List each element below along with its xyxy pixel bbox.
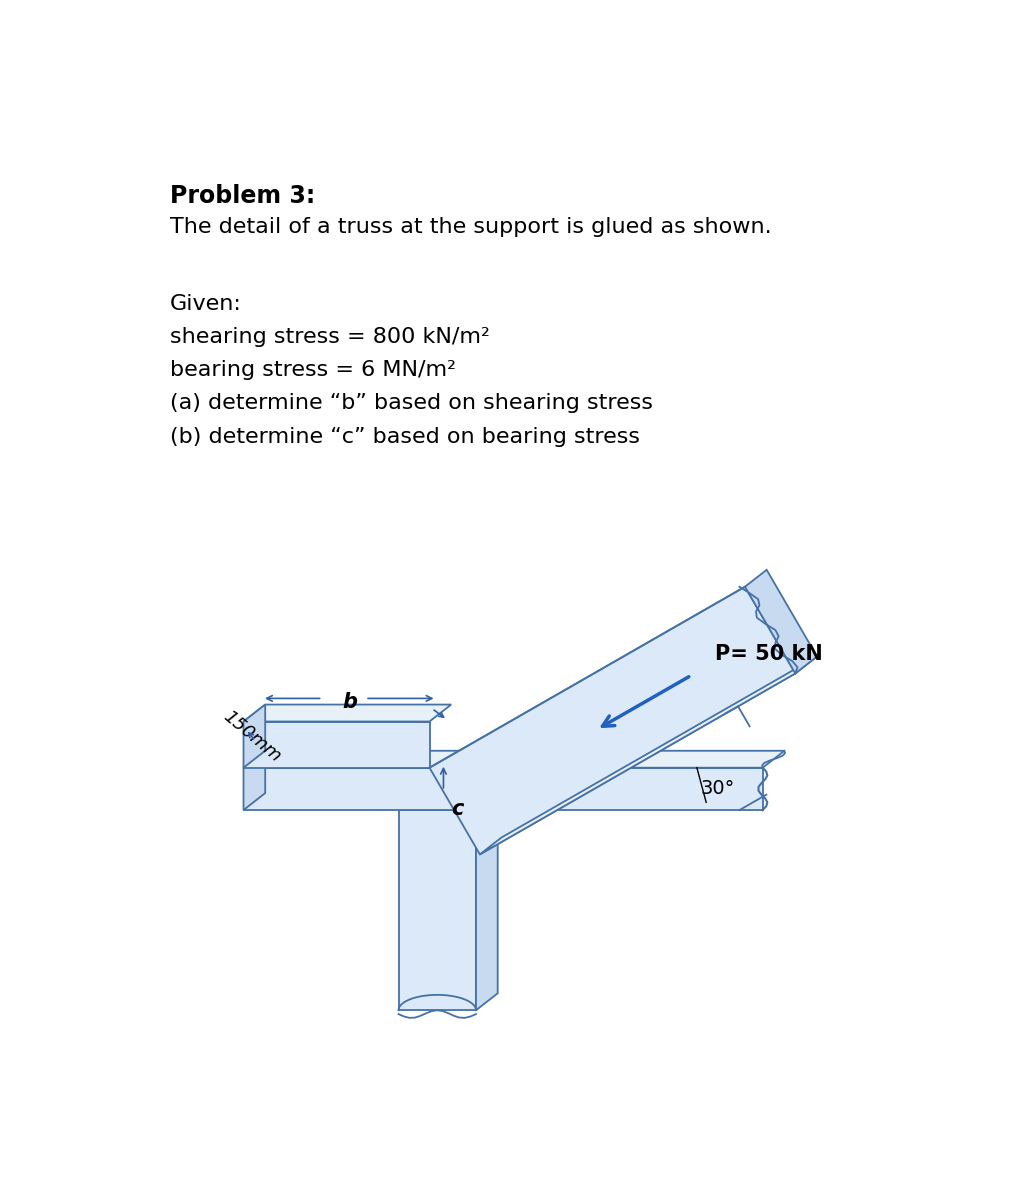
Polygon shape — [430, 587, 795, 854]
Polygon shape — [243, 751, 785, 768]
Text: Problem 3:: Problem 3: — [170, 184, 316, 208]
Text: shearing stress = 800 kN/m²: shearing stress = 800 kN/m² — [170, 328, 490, 347]
Text: c: c — [451, 799, 463, 818]
Polygon shape — [243, 704, 266, 768]
Text: The detail of a truss at the support is glued as shown.: The detail of a truss at the support is … — [170, 217, 772, 238]
Polygon shape — [398, 810, 476, 1010]
Text: bearing stress = 6 MN/m²: bearing stress = 6 MN/m² — [170, 360, 456, 380]
Polygon shape — [243, 704, 451, 721]
Polygon shape — [243, 768, 762, 810]
Text: 150mm: 150mm — [220, 707, 284, 766]
Text: b: b — [342, 692, 357, 713]
Text: Given:: Given: — [170, 294, 241, 314]
Polygon shape — [398, 793, 498, 810]
Polygon shape — [243, 751, 266, 810]
Polygon shape — [476, 793, 498, 1010]
Polygon shape — [479, 656, 817, 854]
Polygon shape — [243, 721, 430, 768]
Text: (a) determine “b” based on shearing stress: (a) determine “b” based on shearing stre… — [170, 394, 653, 414]
Text: (b) determine “c” based on bearing stress: (b) determine “c” based on bearing stres… — [170, 426, 640, 446]
Polygon shape — [745, 570, 817, 673]
Text: 30°: 30° — [700, 779, 735, 798]
Text: P= 50 kN: P= 50 kN — [715, 643, 823, 664]
